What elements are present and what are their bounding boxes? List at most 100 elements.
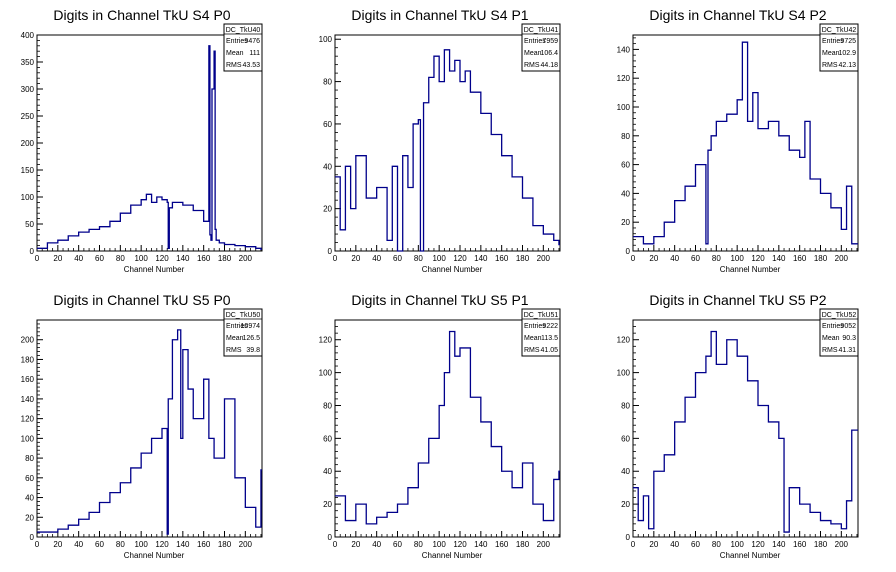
x-tick-label: 60 <box>393 254 402 263</box>
stats-box-name: DC_TkU52 <box>822 312 857 319</box>
stats-label-mean: Mean <box>822 335 840 342</box>
stats-box-frame <box>819 23 859 72</box>
x-axis-label: Channel Number <box>422 551 483 560</box>
x-tick-label: 180 <box>218 540 232 549</box>
stats-value-entries: 7959 <box>542 38 558 45</box>
stats-label-mean: Mean <box>226 50 244 57</box>
x-tick-label: 200 <box>537 540 551 549</box>
y-tick-label: 100 <box>319 35 333 44</box>
x-tick-label: 80 <box>712 254 721 263</box>
x-tick-label: 100 <box>134 540 148 549</box>
stats-label-entries: Entries <box>822 323 844 330</box>
x-tick-label: 180 <box>516 540 530 549</box>
x-tick-label: 80 <box>116 540 125 549</box>
y-tick-label: 80 <box>621 132 630 141</box>
y-tick-label: 80 <box>621 401 630 410</box>
x-tick-label: 0 <box>631 254 636 263</box>
y-tick-label: 120 <box>617 74 631 83</box>
stats-label-mean: Mean <box>524 50 542 57</box>
plot-frame <box>36 319 263 538</box>
stats-label-entries: Entries <box>822 38 844 45</box>
y-tick-label: 100 <box>617 369 631 378</box>
y-tick-label: 40 <box>323 162 332 171</box>
histogram-series <box>37 45 262 251</box>
stats-value-rms: 42.13 <box>838 62 856 69</box>
x-tick-label: 160 <box>793 254 807 263</box>
stats-value-mean: 106.4 <box>540 50 558 57</box>
origin-label: 0 <box>30 533 35 542</box>
stats-box-frame <box>819 308 859 357</box>
x-tick-label: 40 <box>372 540 381 549</box>
stats-box-name: DC_TkU42 <box>822 27 857 34</box>
x-tick-label: 60 <box>95 254 104 263</box>
x-tick-label: 160 <box>495 254 509 263</box>
y-tick-label: 100 <box>617 103 631 112</box>
y-tick-label: 20 <box>621 500 630 509</box>
histogram-panel-2: Digits in Channel TkU S4 P1 0 20 40 60 80 100 1… <box>319 7 561 274</box>
y-tick-label: 120 <box>319 336 333 345</box>
origin-label: 0 <box>626 247 631 256</box>
stats-value-rms: 44.18 <box>540 62 558 69</box>
origin-label: 0 <box>328 247 333 256</box>
y-tick-label: 40 <box>621 189 630 198</box>
histogram-series <box>335 330 560 525</box>
y-tick-label: 40 <box>25 494 34 503</box>
x-tick-label: 140 <box>176 540 190 549</box>
x-axis-label: Channel Number <box>124 265 185 274</box>
stats-label-entries: Entries <box>226 323 248 330</box>
plot-frame <box>632 319 859 538</box>
x-axis-label: Channel Number <box>720 265 781 274</box>
x-tick-label: 120 <box>751 540 765 549</box>
chart-title: Digits in Channel TkU S5 P1 <box>351 292 528 308</box>
x-tick-label: 20 <box>53 540 62 549</box>
stats-box-name: DC_TkU41 <box>524 27 559 34</box>
y-tick-label: 160 <box>21 375 35 384</box>
stats-label-rms: RMS <box>822 62 838 69</box>
histogram-series <box>335 49 560 252</box>
stats-value-rms: 39.8 <box>246 347 260 354</box>
stats-value-mean: 90.3 <box>842 335 856 342</box>
x-axis-label: Channel Number <box>124 551 185 560</box>
x-tick-label: 180 <box>814 254 828 263</box>
y-tick-label: 250 <box>21 112 35 121</box>
x-tick-label: 200 <box>835 540 849 549</box>
x-tick-label: 120 <box>453 540 467 549</box>
histogram-panel-5: Digits in Channel TkU S5 P1 0 20 40 60 80 100 1… <box>319 292 561 560</box>
x-tick-label: 60 <box>95 540 104 549</box>
y-tick-label: 350 <box>21 58 35 67</box>
x-tick-label: 20 <box>649 540 658 549</box>
histogram-panel-3: Digits in Channel TkU S4 P2 0 20 40 60 80 100 1… <box>617 7 859 274</box>
origin-label: 0 <box>328 533 333 542</box>
stats-value-mean: 102.9 <box>838 50 856 57</box>
histogram-series <box>633 330 858 533</box>
x-tick-label: 40 <box>372 254 381 263</box>
y-tick-label: 100 <box>21 434 35 443</box>
x-tick-label: 120 <box>155 540 169 549</box>
x-tick-label: 160 <box>793 540 807 549</box>
x-tick-label: 140 <box>176 254 190 263</box>
stats-label-rms: RMS <box>226 62 242 69</box>
y-tick-label: 300 <box>21 85 35 94</box>
x-tick-label: 140 <box>474 254 488 263</box>
x-tick-label: 140 <box>772 540 786 549</box>
stats-box-frame <box>521 23 561 72</box>
stats-value-mean: 113.5 <box>541 335 558 342</box>
stats-value-mean: 111 <box>249 50 260 57</box>
y-tick-label: 50 <box>25 220 34 229</box>
origin-label: 0 <box>626 533 631 542</box>
histogram-series <box>633 41 858 245</box>
stats-box-frame <box>521 308 561 357</box>
stats-box-name: DC_TkU51 <box>524 312 559 319</box>
x-tick-label: 100 <box>432 254 446 263</box>
x-tick-label: 120 <box>751 254 765 263</box>
x-tick-label: 140 <box>772 254 786 263</box>
chart-title: Digits in Channel TkU S5 P2 <box>649 292 826 308</box>
stats-value-entries: 9222 <box>542 323 558 330</box>
y-tick-label: 60 <box>323 120 332 129</box>
y-tick-label: 140 <box>21 395 35 404</box>
x-tick-label: 0 <box>333 254 338 263</box>
y-tick-label: 60 <box>323 434 332 443</box>
plot-frame <box>334 34 561 252</box>
stats-value-rms: 43.53 <box>242 62 260 69</box>
x-tick-label: 200 <box>239 254 253 263</box>
